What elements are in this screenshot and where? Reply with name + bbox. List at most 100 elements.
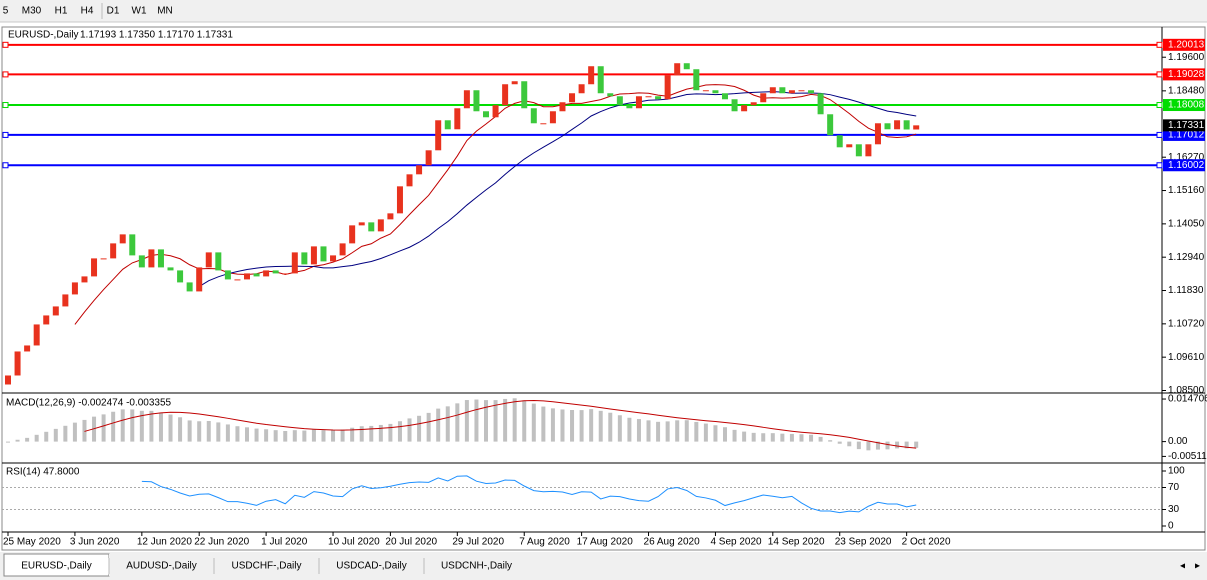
candle-body xyxy=(406,174,413,187)
candle-body xyxy=(664,75,671,100)
macd-histogram xyxy=(445,406,450,442)
macd-histogram xyxy=(723,427,727,442)
candle-body xyxy=(100,258,107,260)
candle-body xyxy=(788,90,795,94)
candle-body xyxy=(502,84,509,106)
candle-body xyxy=(368,222,375,232)
timeframe-button[interactable]: H4 xyxy=(81,6,94,17)
macd-histogram xyxy=(847,441,852,447)
moving-average xyxy=(198,91,917,287)
last-price-label: 1.17331 xyxy=(1168,120,1205,131)
candle-body xyxy=(769,87,776,94)
candle-body xyxy=(626,105,633,109)
candle-body xyxy=(129,234,136,256)
level-handle[interactable] xyxy=(1156,41,1163,48)
macd-histogram xyxy=(149,410,154,442)
candle-body xyxy=(396,186,403,214)
macd-histogram xyxy=(713,425,718,442)
macd-histogram xyxy=(225,424,230,442)
macd-label: MACD(12,26,9) -0.002474 -0.003355 xyxy=(6,398,172,409)
symbol-tab[interactable] xyxy=(319,554,424,576)
timeframe-button[interactable]: H1 xyxy=(55,6,68,17)
timeframe-button[interactable]: M30 xyxy=(22,6,42,17)
macd-histogram xyxy=(579,410,584,442)
level-handle[interactable] xyxy=(1156,102,1163,109)
level-handle[interactable] xyxy=(1156,162,1163,169)
macd-histogram xyxy=(608,412,613,442)
symbol-tab[interactable] xyxy=(109,554,214,576)
macd-histogram xyxy=(493,400,498,442)
macd-histogram xyxy=(809,434,814,442)
symbol-tab[interactable] xyxy=(214,554,319,576)
macd-histogram xyxy=(636,419,641,442)
symbol-tab[interactable] xyxy=(424,554,529,576)
candle-body xyxy=(865,144,872,157)
timeframe-button[interactable]: 5 xyxy=(3,6,9,17)
macd-histogram xyxy=(158,412,163,442)
candle-body xyxy=(463,90,470,109)
timeframe-button[interactable]: MN xyxy=(157,6,173,17)
symbol-tab-label[interactable]: USDCHF-,Daily xyxy=(232,561,302,572)
price-tick-label: 1.16270 xyxy=(1168,152,1205,163)
macd-histogram xyxy=(789,433,794,442)
macd-histogram xyxy=(866,441,871,451)
macd-histogram xyxy=(139,410,144,442)
macd-histogram xyxy=(646,420,651,442)
symbol-tab-label[interactable]: EURUSD-,Daily xyxy=(21,561,92,572)
macd-histogram xyxy=(82,419,87,442)
macd-histogram xyxy=(474,399,479,442)
macd-histogram xyxy=(627,417,632,442)
macd-histogram xyxy=(780,433,785,442)
candle-body xyxy=(473,90,480,112)
timeframe-button[interactable]: W1 xyxy=(132,6,147,17)
level-handle[interactable] xyxy=(2,102,9,109)
level-label: 1.20013 xyxy=(1168,39,1205,50)
macd-histogram xyxy=(359,426,364,442)
macd-histogram xyxy=(570,410,575,442)
candle-body xyxy=(167,267,174,271)
timeframe-button[interactable]: D1 xyxy=(107,6,120,17)
level-handle[interactable] xyxy=(2,131,9,138)
candle-body xyxy=(71,282,78,295)
scroll-right[interactable]: ▸ xyxy=(1195,561,1200,572)
macd-histogram xyxy=(895,441,900,449)
candle-body xyxy=(683,63,690,70)
symbol-tab-label[interactable]: AUDUSD-,Daily xyxy=(126,561,197,572)
macd-histogram xyxy=(464,400,469,442)
macd-histogram xyxy=(206,421,211,442)
candle-body xyxy=(110,243,117,259)
candle-body xyxy=(559,102,566,112)
candle-body xyxy=(52,306,59,316)
symbol-tab-label[interactable]: USDCNH-,Daily xyxy=(441,561,512,572)
macd-histogram xyxy=(407,418,412,442)
date-label: 4 Sep 2020 xyxy=(710,537,762,548)
candle-body xyxy=(607,93,614,97)
candle-body xyxy=(655,96,662,100)
level-label: 1.19028 xyxy=(1168,69,1205,80)
macd-signal xyxy=(84,399,917,449)
level-label-box xyxy=(1163,128,1205,141)
level-handle[interactable] xyxy=(2,41,9,48)
macd-histogram xyxy=(53,428,58,442)
scroll-left[interactable]: ◂ xyxy=(1180,561,1185,572)
macd-histogram xyxy=(302,430,307,442)
date-label: 20 Jul 2020 xyxy=(385,537,437,548)
candle-body xyxy=(540,123,547,125)
macd-histogram xyxy=(656,421,661,442)
macd-histogram xyxy=(904,441,909,449)
level-handle[interactable] xyxy=(1156,131,1163,138)
candle-body xyxy=(377,219,384,232)
level-handle[interactable] xyxy=(2,162,9,169)
macd-histogram xyxy=(684,420,689,442)
level-handle[interactable] xyxy=(2,71,9,78)
candle-body xyxy=(196,267,203,292)
macd-histogram xyxy=(369,425,374,442)
candle-body xyxy=(91,258,98,277)
macd-histogram xyxy=(837,441,842,444)
level-handle[interactable] xyxy=(1156,71,1163,78)
macd-histogram xyxy=(703,423,708,442)
symbol-tab-label[interactable]: USDCAD-,Daily xyxy=(336,561,407,572)
candle-body xyxy=(234,279,241,281)
candle-body xyxy=(320,246,327,262)
candle-body xyxy=(874,123,881,145)
